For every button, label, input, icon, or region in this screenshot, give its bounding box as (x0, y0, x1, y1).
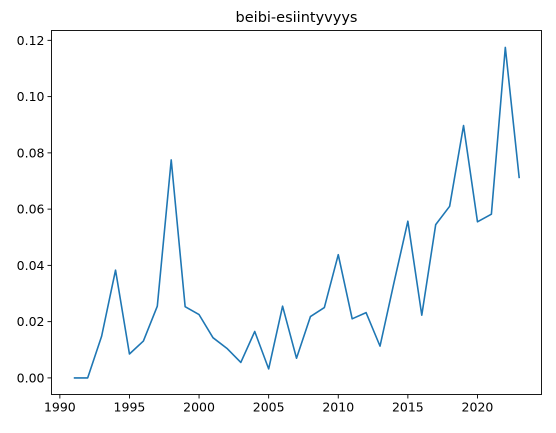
plot-frame (51, 30, 542, 395)
y-tick-label: 0.02 (17, 314, 45, 329)
x-tick-label: 2020 (462, 400, 494, 415)
x-tick-label: 2000 (183, 400, 215, 415)
y-tick-label: 0.10 (17, 89, 45, 104)
y-axis: 0.00 0.02 0.04 0.06 0.08 0.10 0.12 (17, 33, 52, 385)
x-tick-label: 2010 (322, 400, 354, 415)
plot-area (51, 30, 542, 395)
x-tick-label: 2015 (392, 400, 424, 415)
x-tick-label: 2005 (253, 400, 285, 415)
y-tick-label: 0.06 (17, 202, 45, 217)
y-tick-label: 0.04 (17, 258, 45, 273)
x-tick-label: 1995 (114, 400, 146, 415)
x-tick-label: 1990 (44, 400, 76, 415)
y-tick-label: 0.12 (17, 33, 45, 48)
series-line (73, 46, 521, 379)
series-layer (73, 46, 521, 379)
x-axis: 1990 1995 2000 2005 2010 2015 2020 (44, 394, 494, 415)
y-tick-label: 0.00 (17, 370, 45, 385)
chart-title: beibi-esiintyvyys (236, 10, 358, 26)
y-tick-label: 0.08 (17, 145, 45, 160)
